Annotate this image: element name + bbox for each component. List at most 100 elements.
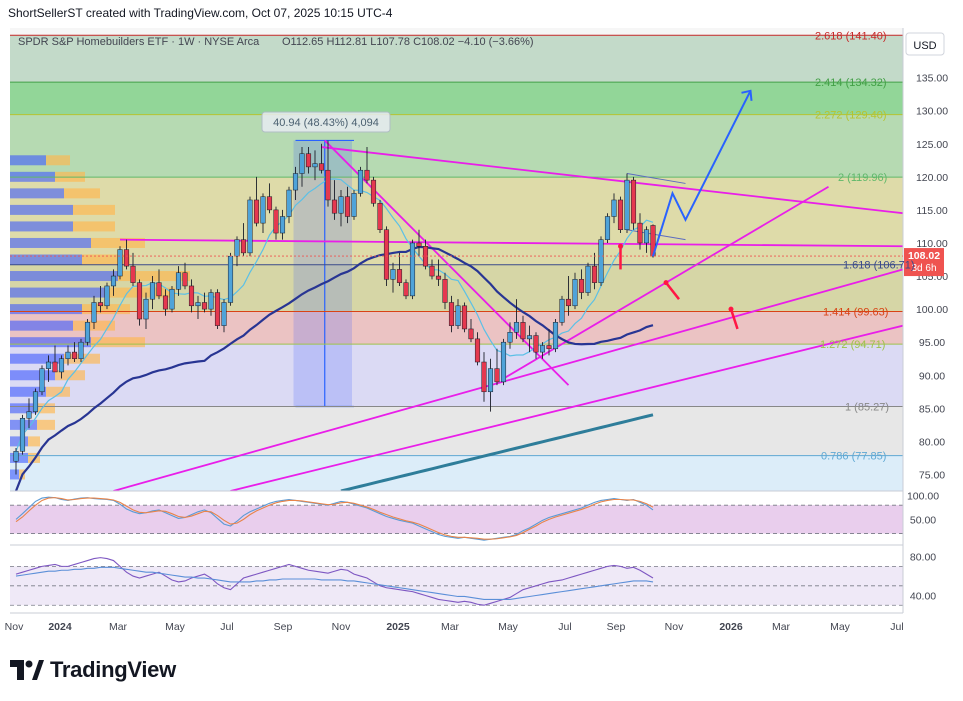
fib-zone-1 — [10, 406, 903, 456]
candle-body-65 — [435, 275, 442, 280]
candle-body-6 — [52, 361, 58, 373]
candle-body-39 — [266, 196, 273, 211]
volume-profile-bar-6 — [10, 254, 82, 265]
volume-profile-bar-ext-2 — [64, 188, 100, 199]
candle-body-2 — [26, 411, 32, 419]
candle-body-53 — [357, 169, 364, 194]
candle-body-24 — [169, 289, 175, 310]
candle-body-75 — [500, 341, 507, 383]
fib-zone-8 — [10, 35, 903, 83]
time-tick-11: Sep — [607, 621, 626, 633]
candle-body-83 — [552, 322, 559, 350]
stoch-line-1 — [15, 497, 654, 540]
candle-body-67 — [448, 302, 455, 326]
currency-button[interactable] — [905, 32, 945, 56]
time-tick-10: Jul — [558, 621, 571, 633]
volume-profile-bar-8 — [10, 287, 109, 298]
volume-profile-bar-ext-15 — [37, 403, 55, 414]
candle-body-62 — [416, 242, 422, 247]
time-tick-14: Mar — [772, 621, 791, 633]
candle-body-14 — [104, 285, 110, 307]
candle-body-48 — [325, 169, 331, 201]
projection-path — [652, 90, 752, 257]
candle-body-90 — [598, 239, 604, 283]
last-price-value: 108.02 — [908, 250, 940, 262]
volume-profile-bar-ext-3 — [73, 204, 115, 215]
support-arrow-tip-1 — [663, 280, 669, 286]
price-tick-100: 100.00 — [916, 304, 948, 316]
time-tick-8: Mar — [441, 621, 460, 633]
candle-body-73 — [487, 368, 494, 393]
fib-zone-9 — [10, 28, 903, 36]
candle-body-9 — [71, 351, 78, 359]
annotations[interactable] — [618, 89, 753, 330]
chart-caption: ShortSellerST created with TradingView.c… — [8, 6, 393, 20]
candle-body-43 — [292, 173, 299, 191]
volume-profile-bar-ext-4 — [73, 221, 115, 232]
time-tick-1: 2024 — [48, 621, 72, 633]
volume-profile-bar-ext-13 — [55, 370, 85, 381]
volume-profile-bar-0 — [10, 155, 46, 166]
candle-body-64 — [429, 265, 435, 277]
stochastic-pane: 50.00 100.00 — [10, 490, 939, 541]
candle-body-52 — [351, 193, 357, 217]
support-arrow-1 — [665, 281, 680, 300]
symbol-title: SPDR S&P Homebuilders ETF · 1W · NYSE Ar… — [18, 36, 260, 48]
candle-body-46 — [312, 163, 318, 168]
measure-label: 40.94 (48.43%) 4,094 — [273, 117, 379, 129]
moving-averages — [14, 178, 654, 491]
currency-label: USD — [913, 40, 936, 52]
candle-body-7 — [58, 358, 65, 373]
candle-body-11 — [84, 322, 91, 343]
candle-body-97 — [643, 229, 650, 244]
chart-canvas[interactable]: 50.00 100.00 40.00 80.00 75.00 80.00 85.00 90… — [0, 0, 963, 645]
candle-body-22 — [156, 282, 162, 297]
candle-body-74 — [494, 368, 500, 383]
last-price-countdown: 3d 6h — [911, 263, 936, 274]
fib-zone-2 — [10, 344, 903, 407]
price-tick-135: 135.00 — [916, 73, 948, 85]
volume-profile-bar-10 — [10, 320, 73, 331]
fib-zone-7 — [10, 82, 903, 115]
candle-body-0 — [13, 451, 19, 462]
volume-profile-bar-12 — [10, 353, 64, 364]
candle-body-92 — [611, 199, 617, 217]
candle-body-18 — [130, 265, 136, 283]
time-tick-9: May — [498, 621, 519, 633]
candle-body-27 — [188, 285, 195, 307]
candle-body-5 — [45, 361, 52, 369]
rsi-pane: 40.00 80.00 — [10, 544, 936, 606]
candle-body-38 — [260, 196, 266, 224]
candle-body-35 — [240, 239, 247, 254]
candle-body-70 — [468, 328, 474, 340]
candle-body-20 — [143, 298, 149, 320]
candle-body-60 — [403, 282, 409, 297]
ma-fast — [15, 178, 654, 452]
stoch-tick-100: 100.00 — [907, 491, 939, 503]
price-tick-80: 80.00 — [919, 436, 945, 448]
candle-body-89 — [591, 265, 598, 283]
candle-body-93 — [617, 199, 624, 230]
candle-body-82 — [546, 345, 552, 350]
candle-body-13 — [97, 302, 104, 307]
tradingview-logo[interactable]: TradingView — [10, 657, 176, 683]
fib-label-2.414: 2.414 (134.32) — [815, 77, 887, 89]
candle-body-56 — [377, 203, 383, 230]
volume-profile-bar-7 — [10, 271, 118, 282]
support-arrow-2 — [729, 308, 739, 330]
ohlc-readout: O112.65 H112.81 L107.78 C108.02 −4.10 (−… — [282, 36, 534, 48]
candle-body-42 — [286, 189, 292, 217]
volume-profile-bar-3 — [10, 204, 73, 215]
candle-body-91 — [604, 216, 611, 240]
candle-body-1 — [19, 417, 26, 452]
candle-body-34 — [234, 239, 240, 257]
trendline-0 — [321, 146, 903, 215]
candle-body-36 — [247, 199, 253, 254]
volume-profile-bar-17 — [10, 436, 28, 447]
trendline-4 — [113, 268, 903, 491]
price-tick-75: 75.00 — [919, 469, 945, 481]
time-tick-0: Nov — [5, 621, 24, 633]
measure-label-box — [261, 111, 391, 133]
candle-body-85 — [565, 298, 572, 307]
trendline-5 — [230, 324, 903, 491]
